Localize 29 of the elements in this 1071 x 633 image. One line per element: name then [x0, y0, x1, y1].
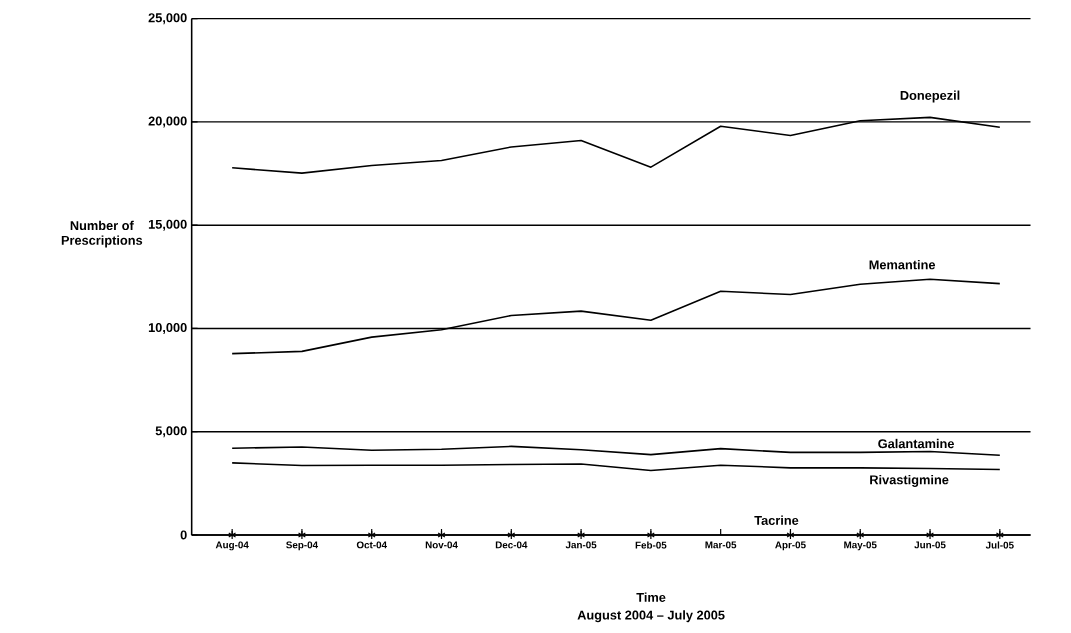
x-axis-title: Time — [636, 592, 666, 602]
x-tick-label: May-05 — [844, 541, 877, 551]
y-tick-label: 0 — [180, 530, 187, 540]
x-tick-label: Nov-04 — [425, 541, 458, 549]
line-series — [231, 278, 1001, 355]
x-tick-label: Jan-05 — [565, 541, 597, 549]
y-tick-label: 10,000 — [148, 322, 187, 334]
series-label: Memantine — [869, 259, 936, 270]
series-label: Donepezil — [900, 90, 960, 103]
x-tick-label: Jul-05 — [985, 541, 1014, 549]
x-tick-label: Oct-04 — [356, 541, 387, 549]
line-series — [231, 461, 1001, 472]
x-tick-label: Apr-05 — [775, 541, 806, 551]
x-tick-label: Sep-04 — [286, 541, 319, 551]
x-tick-label: Mar-05 — [705, 541, 737, 549]
x-tick-label: Jun-05 — [914, 541, 946, 549]
series-label: Rivastigmine — [870, 474, 949, 487]
x-tick-label: Feb-05 — [635, 541, 667, 549]
y-axis-title: Number of Prescriptions — [61, 220, 143, 248]
series-label: Tacrine — [754, 515, 799, 525]
text: August 2004 – July 2005 — [577, 610, 725, 623]
y-tick-label: 20,000 — [148, 116, 187, 128]
y-tick-label: 25,000 — [148, 13, 187, 24]
y-tick-label: 5,000 — [155, 426, 187, 438]
x-tick-label: Aug-04 — [215, 541, 249, 551]
x-tick-label: Dec-04 — [495, 541, 528, 549]
line-series — [231, 116, 1001, 174]
series-label: Galantamine — [878, 438, 954, 449]
y-tick-label: 15,000 — [148, 219, 187, 231]
